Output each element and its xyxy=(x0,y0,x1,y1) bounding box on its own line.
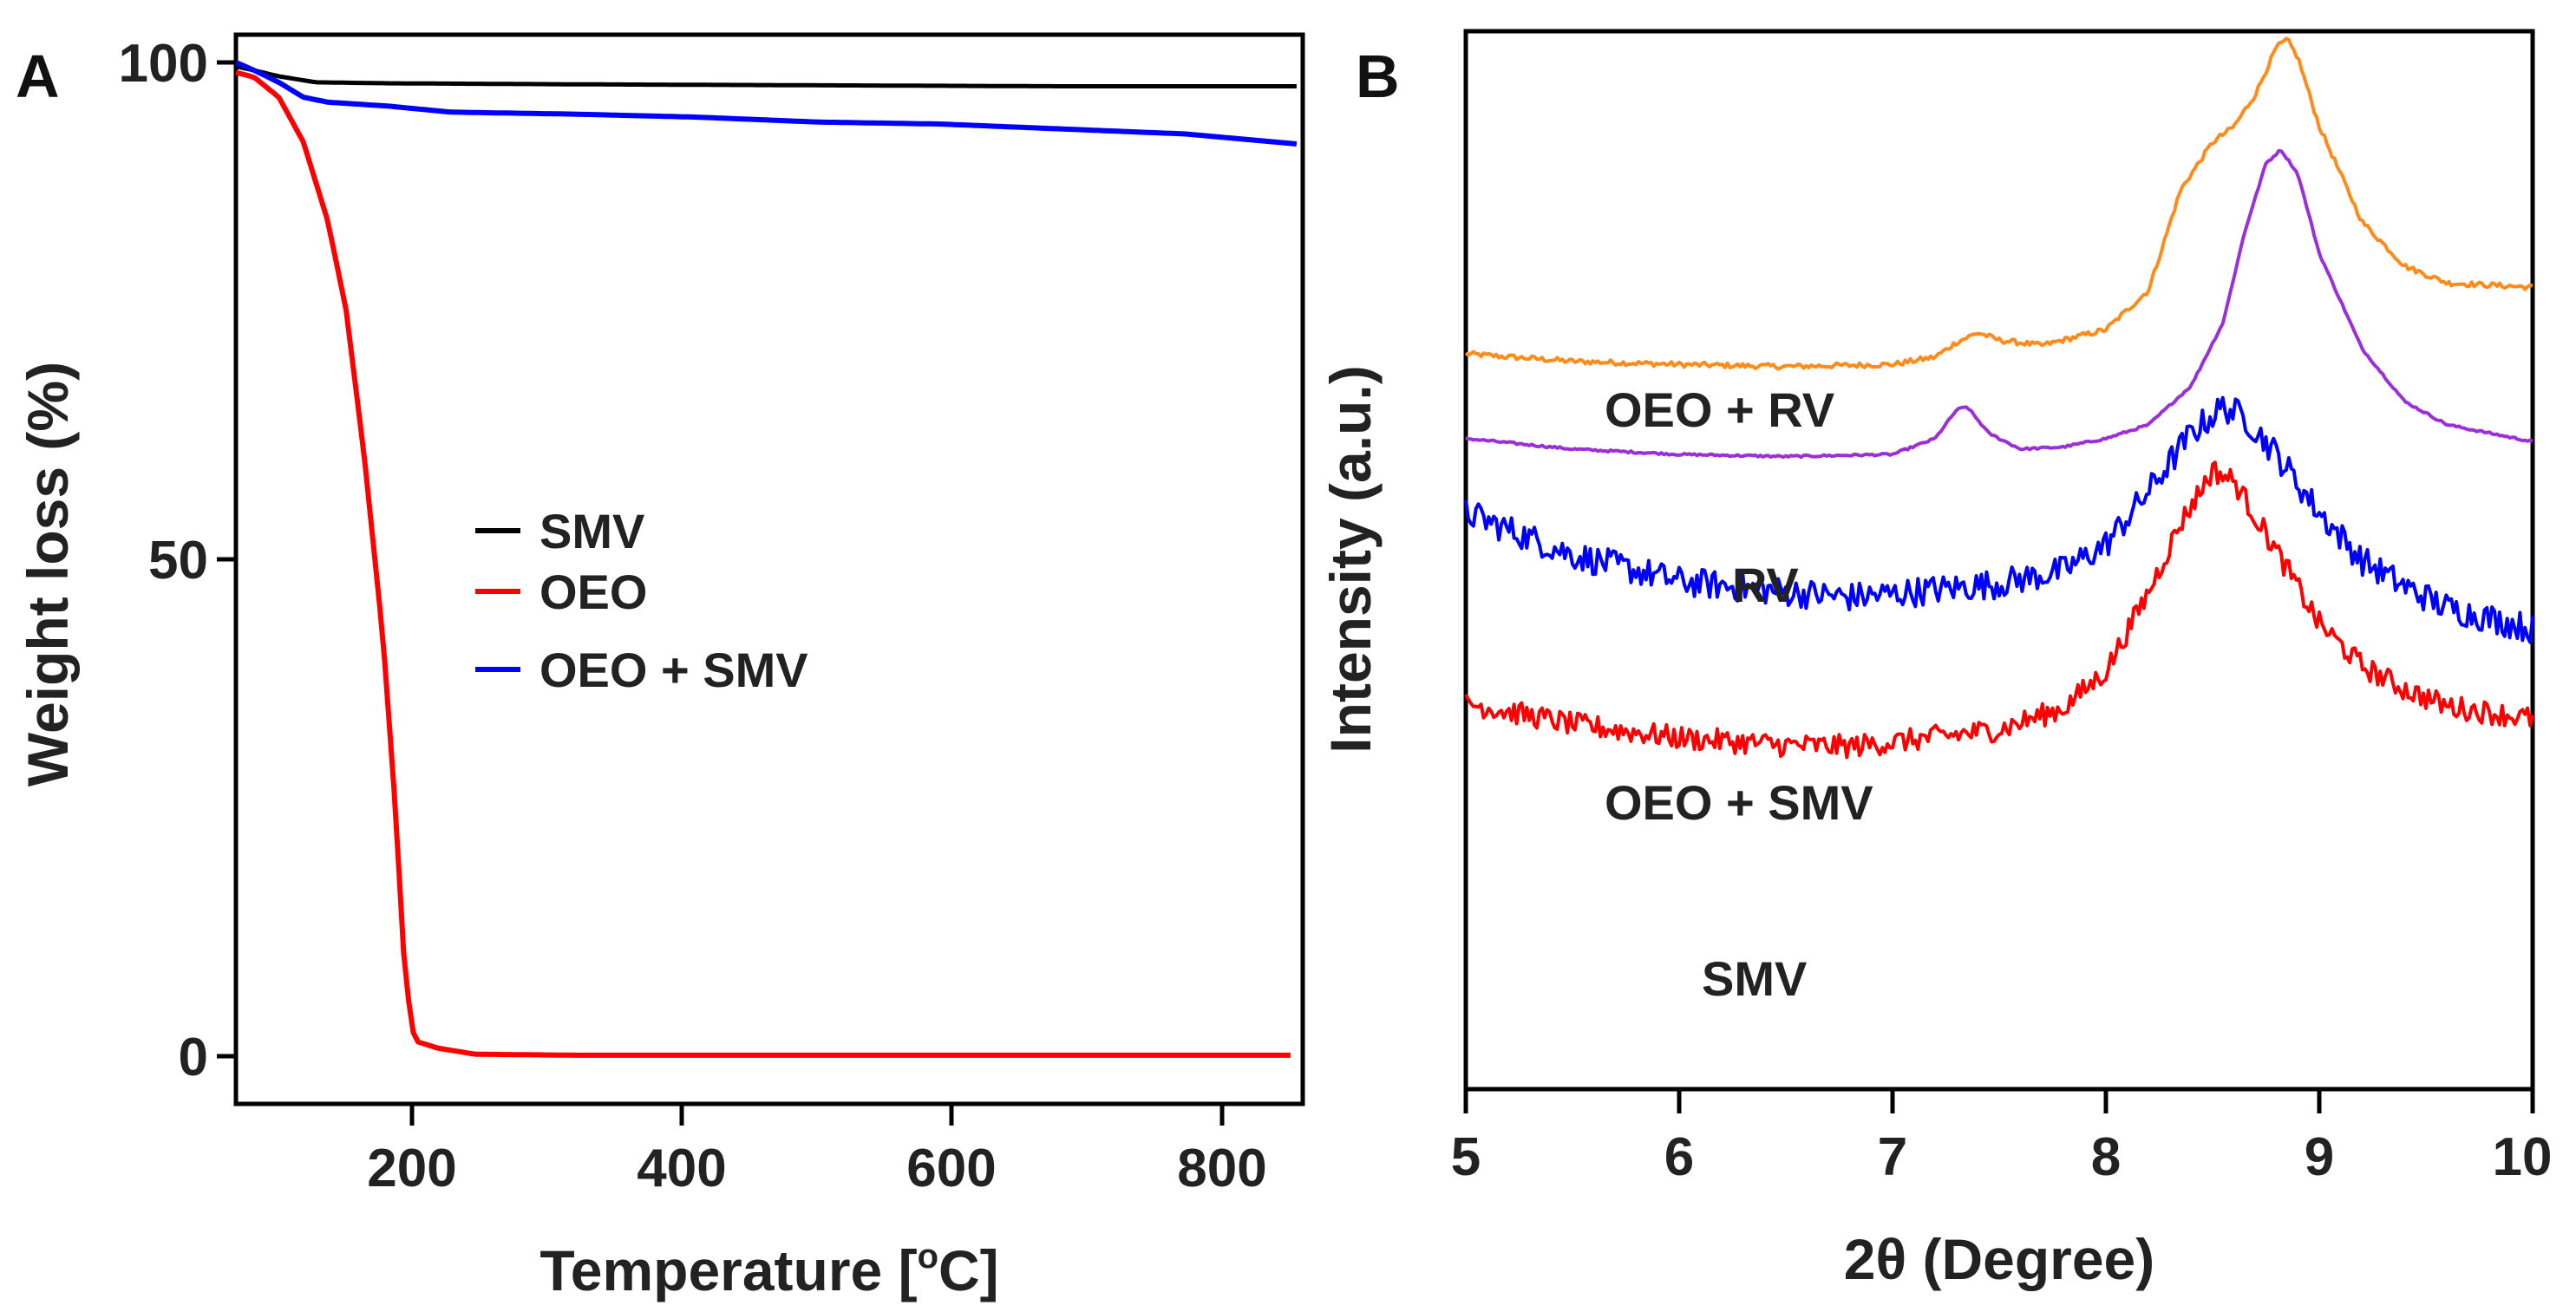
panel-b-plot-frame xyxy=(1463,29,2535,1092)
panel-a-y-axis-title: Weight loss (%) xyxy=(16,362,80,787)
panel-b-xrd-chart: B OEO + RV RV OEO + SMV SMV 5 6 7 8 9 10… xyxy=(1318,29,2553,1291)
panel-b-series-group xyxy=(1464,36,2534,760)
panel-a-x-axis-title: Temperature [oC] xyxy=(539,1237,998,1302)
series-line-oeo xyxy=(235,69,1291,1058)
x-axis-title-suffix: C] xyxy=(938,1238,999,1302)
series-label-oeo-smv: OEO + SMV xyxy=(1605,775,1873,830)
panel-a-tga-chart: A 100 50 0 200 400 600 800 Temperature [… xyxy=(16,32,1305,1302)
x-tick-label-8: 8 xyxy=(2091,1127,2121,1187)
x-tick-label-600: 600 xyxy=(906,1139,996,1198)
panel-b-letter: B xyxy=(1356,42,1400,110)
x-tick-label-200: 200 xyxy=(367,1139,456,1198)
x-tick-label-800: 800 xyxy=(1177,1139,1266,1198)
x-axis-title-degree-sup: o xyxy=(918,1237,938,1276)
xrd-line-smv xyxy=(1464,460,2534,760)
series-label-rv: RV xyxy=(1732,558,1799,612)
series-label-smv: SMV xyxy=(1702,951,1807,1006)
xrd-line-oeo-smv xyxy=(1464,395,2534,644)
legend-label-oeo: OEO xyxy=(539,565,647,619)
legend-label-oeo-smv: OEO + SMV xyxy=(539,643,808,697)
series-line-smv xyxy=(235,64,1297,88)
x-tick-label-5: 5 xyxy=(1451,1127,1481,1187)
x-tick-label-9: 9 xyxy=(2305,1127,2334,1187)
panel-a-series-group xyxy=(234,60,1298,1058)
series-line-oeo-smv xyxy=(234,60,1298,147)
panel-a-plot-frame xyxy=(233,32,1305,1106)
x-tick-label-400: 400 xyxy=(637,1139,726,1198)
panel-a-letter: A xyxy=(16,42,60,110)
panel-b-y-axis-title: Intensity (a.u.) xyxy=(1318,365,1383,753)
x-tick-label-7: 7 xyxy=(1878,1127,1907,1187)
series-label-oeo-rv: OEO + RV xyxy=(1605,382,1834,437)
panel-b-x-axis-title: 2θ (Degree) xyxy=(1844,1227,2154,1291)
y-tick-label-0: 0 xyxy=(179,1028,208,1087)
x-axis-title-prefix: Temperature [ xyxy=(539,1238,917,1302)
y-tick-label-100: 100 xyxy=(119,34,208,94)
xrd-line-rv xyxy=(1465,149,2534,460)
panel-a-legend: SMV OEO OEO + SMV xyxy=(475,504,808,697)
x-tick-label-6: 6 xyxy=(1664,1127,1694,1187)
x-tick-label-10: 10 xyxy=(2493,1127,2553,1187)
xrd-line-oeo-rv xyxy=(1464,36,2534,371)
y-tick-label-50: 50 xyxy=(148,531,208,591)
legend-label-smv: SMV xyxy=(539,504,644,558)
